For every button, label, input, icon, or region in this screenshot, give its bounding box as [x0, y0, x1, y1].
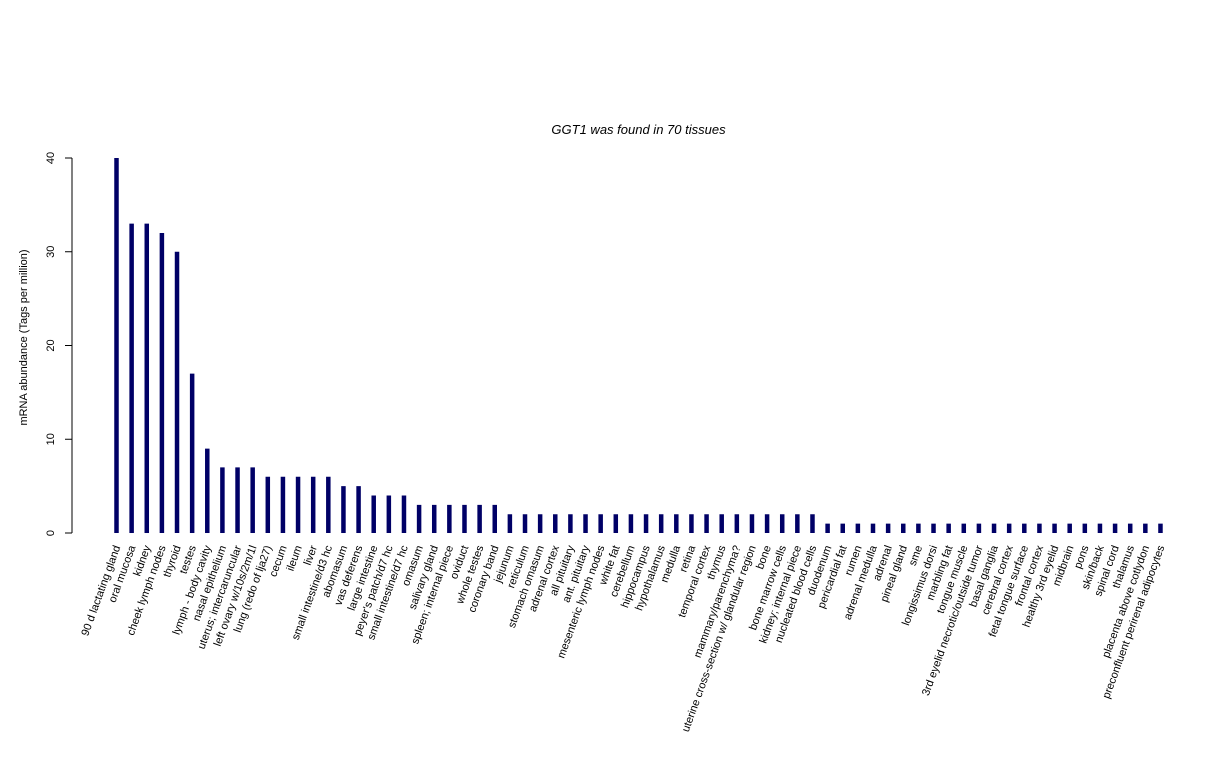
bar — [1082, 523, 1088, 534]
bar — [462, 504, 467, 534]
bar — [991, 523, 997, 534]
bar — [1127, 523, 1133, 534]
bar — [507, 514, 513, 533]
bar — [492, 504, 497, 534]
bar — [250, 467, 255, 534]
y-tick-label: 20 — [45, 339, 57, 351]
bar — [598, 514, 603, 533]
bar — [235, 467, 240, 534]
bar — [310, 476, 316, 533]
bar — [1067, 523, 1072, 534]
bar — [220, 467, 225, 534]
bar — [704, 514, 709, 533]
bar — [749, 514, 755, 533]
bar — [1097, 523, 1103, 534]
bar — [674, 514, 679, 533]
bar — [734, 514, 740, 533]
bar — [764, 514, 770, 533]
bar — [1037, 523, 1042, 534]
bar — [825, 523, 830, 534]
bar — [447, 504, 452, 534]
y-axis-label: mRNA abundance (Tags per million) — [18, 249, 30, 425]
bar — [356, 486, 361, 534]
bar — [416, 504, 422, 534]
bar — [583, 514, 588, 533]
bar — [431, 504, 437, 534]
bar — [568, 514, 573, 533]
bar — [916, 523, 921, 534]
bar — [1143, 523, 1148, 534]
chart-title: GGT1 was found in 70 tissues — [551, 122, 726, 137]
bar — [326, 476, 331, 533]
bar — [946, 523, 951, 534]
y-tick-label: 30 — [45, 246, 57, 258]
bar — [265, 476, 271, 533]
bar — [643, 514, 649, 533]
bar — [280, 476, 286, 533]
bar — [129, 223, 134, 534]
bar — [976, 523, 982, 534]
bar — [341, 486, 346, 534]
bar — [159, 233, 165, 533]
bar — [295, 476, 301, 533]
bar — [401, 495, 407, 533]
bar — [477, 504, 482, 534]
bar — [537, 514, 543, 533]
bar — [386, 495, 392, 533]
bar — [901, 523, 906, 534]
bar — [1052, 523, 1057, 534]
bar — [1022, 523, 1027, 534]
y-tick-label: 10 — [45, 433, 57, 445]
bar — [114, 158, 119, 533]
bar — [840, 523, 845, 534]
bar — [189, 373, 195, 534]
bar — [658, 514, 664, 533]
bar — [1006, 523, 1012, 534]
bar — [553, 514, 558, 533]
bar — [719, 514, 724, 533]
bar — [931, 523, 936, 534]
bar — [144, 223, 150, 534]
bar — [810, 514, 815, 533]
y-tick-label: 40 — [45, 152, 57, 164]
bar — [870, 523, 876, 534]
bar — [174, 251, 180, 533]
bar — [795, 514, 800, 533]
bar — [1112, 523, 1118, 534]
bars — [114, 158, 1163, 534]
bar — [613, 514, 619, 533]
bar — [961, 523, 967, 534]
bar — [205, 448, 210, 534]
bar — [371, 495, 376, 533]
bar — [885, 523, 891, 534]
bar — [1158, 523, 1163, 534]
y-tick-label: 0 — [45, 530, 57, 536]
bar — [522, 514, 528, 533]
bar — [779, 514, 785, 533]
bar — [855, 523, 861, 534]
bar — [689, 514, 694, 533]
bar — [628, 514, 634, 533]
y-axis: 0 10 20 30 40 — [45, 152, 73, 536]
